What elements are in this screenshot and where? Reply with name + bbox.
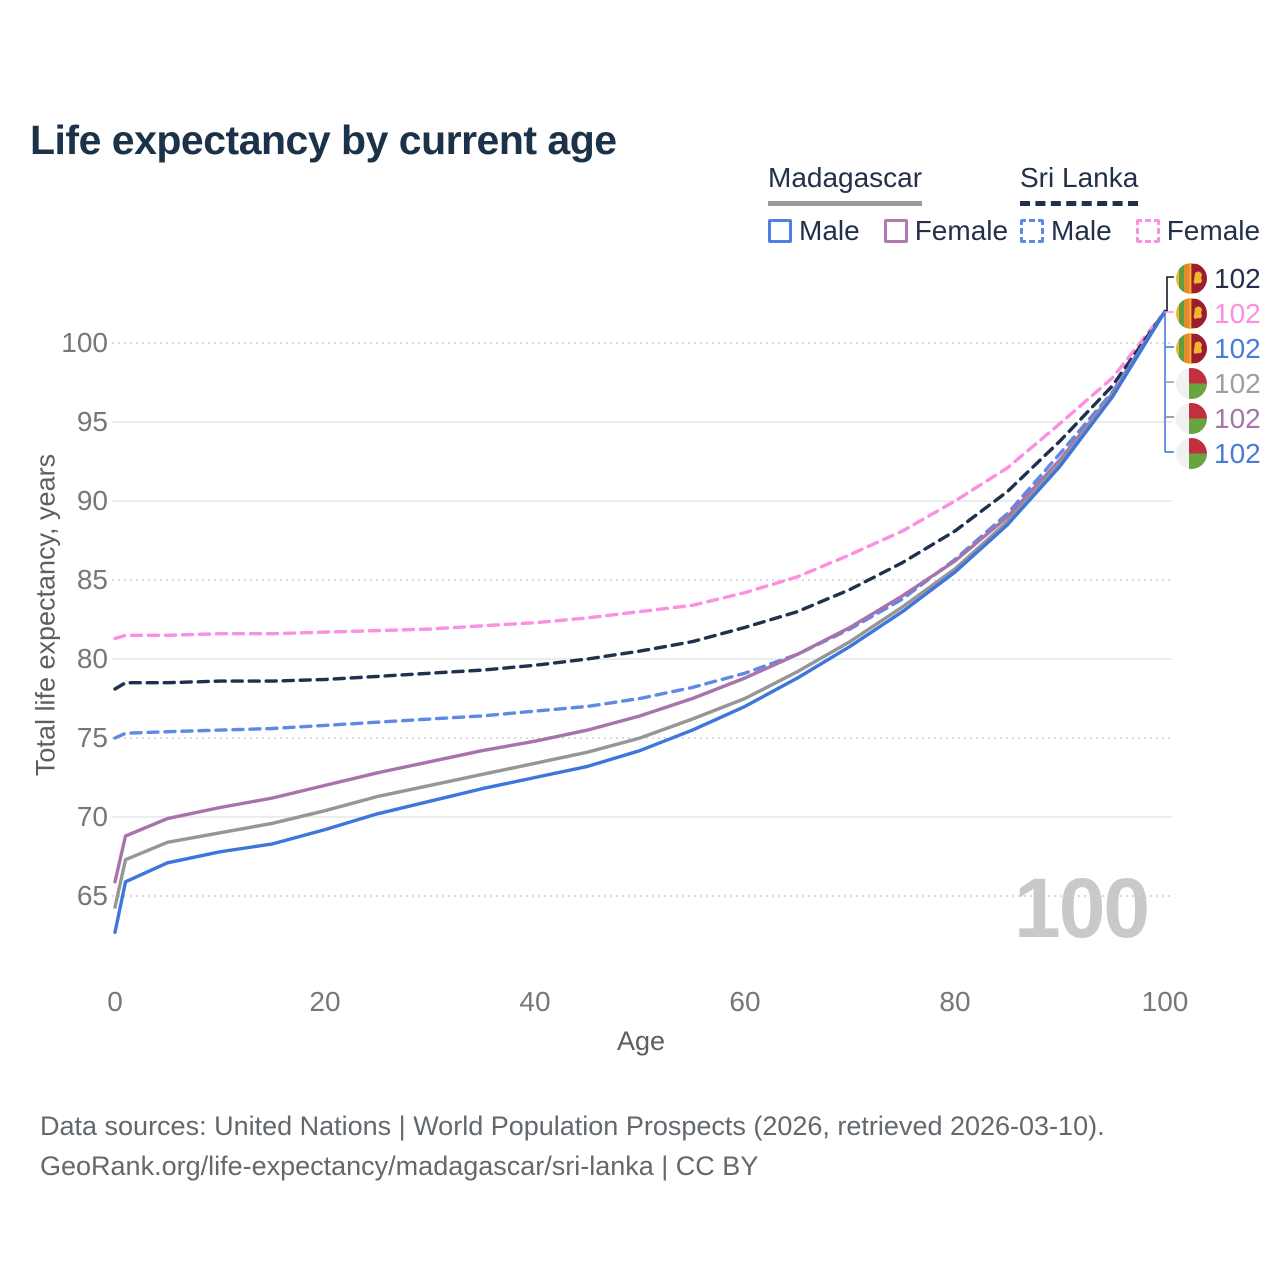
endpoint-label-sri-lanka-total[interactable]: 102 bbox=[1176, 262, 1261, 294]
age-watermark: 100 bbox=[1014, 861, 1150, 955]
x-tick-label-0: 0 bbox=[107, 986, 123, 1017]
sri-lanka-male-swatch-icon bbox=[1020, 219, 1044, 243]
x-tick-label-80: 80 bbox=[939, 986, 971, 1017]
series-line-madagascar-male bbox=[113, 309, 1167, 934]
legend-item-madagascar-male[interactable]: Male bbox=[768, 215, 860, 247]
footer-line-2[interactable]: GeoRank.org/life-expectancy/madagascar/s… bbox=[40, 1151, 759, 1181]
data-source-footer: Data sources: United Nations | World Pop… bbox=[40, 1106, 1105, 1186]
series-line-sri-lanka-female bbox=[113, 309, 1167, 641]
madagascar-male-swatch-icon bbox=[768, 219, 792, 243]
endpoint-label-madagascar-total[interactable]: 102 bbox=[1176, 367, 1261, 399]
endpoint-value: 102 bbox=[1214, 402, 1261, 434]
x-tick-label-100: 100 bbox=[1141, 986, 1189, 1017]
y-tick-label-90: 90 bbox=[76, 485, 108, 516]
x-tick-label-20: 20 bbox=[309, 986, 341, 1017]
y-tick-label-75: 75 bbox=[76, 722, 108, 753]
endpoint-label-madagascar-female[interactable]: 102 bbox=[1176, 402, 1261, 434]
legend-group-madagascar: Madagascar Male Female bbox=[768, 162, 1008, 247]
y-tick-label-65: 65 bbox=[76, 880, 108, 911]
x-tick-label-60: 60 bbox=[729, 986, 761, 1017]
y-tick-label-100: 100 bbox=[61, 327, 108, 358]
endpoint-value: 102 bbox=[1214, 367, 1261, 399]
endpoint-value: 102 bbox=[1214, 262, 1261, 294]
legend-country-madagascar[interactable]: Madagascar bbox=[768, 162, 923, 206]
legend-item-label: Female bbox=[1166, 215, 1261, 246]
endpoint-label-sri-lanka-female[interactable]: 102 bbox=[1176, 297, 1261, 329]
footer-line-1: Data sources: United Nations | World Pop… bbox=[40, 1111, 1105, 1141]
x-tick-label-40: 40 bbox=[519, 986, 551, 1017]
legend-item-sri-lanka-female[interactable]: Female bbox=[1135, 215, 1261, 247]
legend-item-label: Male bbox=[799, 215, 860, 246]
madagascar-flag-icon bbox=[1176, 437, 1207, 469]
endpoint-value: 102 bbox=[1214, 297, 1261, 329]
y-tick-label-95: 95 bbox=[76, 406, 108, 437]
legend-item-label: Male bbox=[1051, 215, 1112, 246]
page-title: Life expectancy by current age bbox=[30, 117, 617, 164]
sri-lanka-flag-icon bbox=[1176, 332, 1207, 364]
sri-lanka-flag-icon bbox=[1176, 297, 1207, 329]
y-tick-label-85: 85 bbox=[76, 564, 108, 595]
legend-country-sri-lanka[interactable]: Sri Lanka bbox=[1020, 162, 1139, 206]
series-line-sri-lanka-both-sexes bbox=[113, 309, 1167, 691]
sri-lanka-flag-icon bbox=[1176, 262, 1207, 294]
y-tick-label-70: 70 bbox=[76, 801, 108, 832]
legend-item-sri-lanka-male[interactable]: Male bbox=[1020, 215, 1112, 247]
series-line-sri-lanka-male bbox=[113, 309, 1167, 740]
legend-item-madagascar-female[interactable]: Female bbox=[883, 215, 1009, 247]
x-axis-title: Age bbox=[616, 1026, 666, 1056]
legend-item-label: Female bbox=[914, 215, 1009, 246]
endpoint-label-madagascar-male[interactable]: 102 bbox=[1176, 437, 1261, 469]
madagascar-flag-icon bbox=[1176, 402, 1207, 434]
legend-group-sri-lanka: Sri Lanka Male Female bbox=[1020, 162, 1260, 247]
endpoint-value: 102 bbox=[1214, 332, 1261, 364]
endpoint-label-sri-lanka-male[interactable]: 102 bbox=[1176, 332, 1261, 364]
madagascar-flag-icon bbox=[1176, 367, 1207, 399]
madagascar-female-swatch-icon bbox=[883, 219, 908, 243]
series-line-madagascar-both-sexes bbox=[113, 309, 1167, 909]
sri-lanka-female-swatch-icon bbox=[1135, 219, 1160, 243]
endpoint-value: 102 bbox=[1214, 437, 1261, 469]
y-tick-label-80: 80 bbox=[76, 643, 108, 674]
series-line-madagascar-female bbox=[113, 309, 1167, 884]
leader-line-sri-lanka-total bbox=[1164, 276, 1174, 312]
